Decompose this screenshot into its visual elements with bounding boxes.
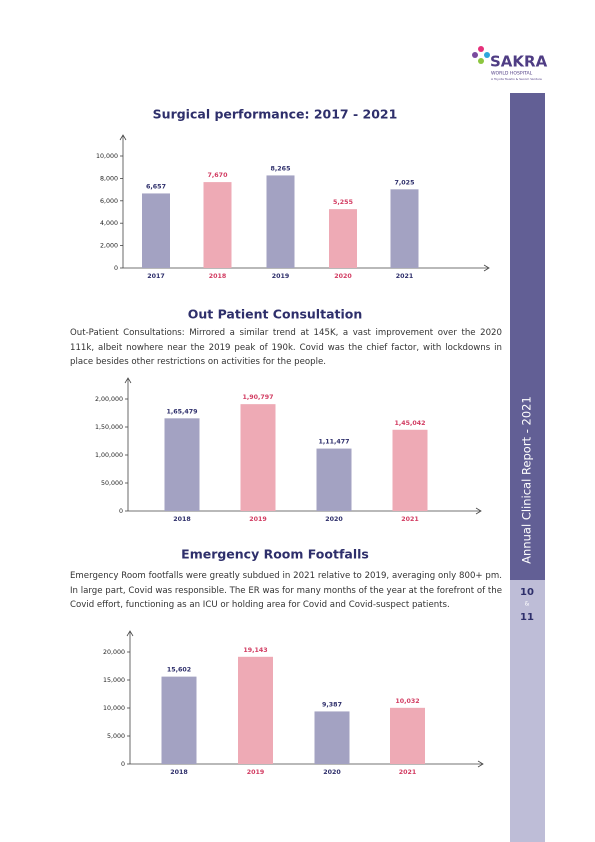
axis-arrow <box>126 630 134 637</box>
y-tick-label: 20,000 <box>103 649 125 656</box>
bar <box>316 448 352 511</box>
chart-title: Emergency Room Footfalls <box>181 547 369 562</box>
value-label: 6,657 <box>146 183 166 190</box>
y-tick-label: 4,000 <box>100 220 118 227</box>
bar <box>161 676 197 764</box>
y-tick-label: 15,000 <box>103 677 125 684</box>
page-amp: & <box>525 601 530 608</box>
x-tick-label: 2018 <box>170 769 188 776</box>
x-tick-label: 2019 <box>249 516 267 523</box>
bar <box>390 189 419 268</box>
x-tick-label: 2018 <box>173 516 191 523</box>
x-tick-label: 2020 <box>325 516 343 523</box>
y-tick-label: 0 <box>114 265 118 272</box>
logo-name: SAKRA <box>490 53 548 71</box>
bar <box>390 707 425 764</box>
x-tick-label: 2018 <box>209 273 227 280</box>
y-tick-label: 5,000 <box>107 733 125 740</box>
bar <box>314 711 350 764</box>
logo-dot <box>478 58 484 64</box>
x-tick-label: 2019 <box>272 273 290 280</box>
axis-arrow <box>477 760 484 768</box>
bar <box>238 656 273 764</box>
value-label: 1,45,042 <box>394 420 425 427</box>
y-tick-label: 10,000 <box>96 153 118 160</box>
sidebar-title: Annual Clinical Report - 2021 <box>520 396 534 564</box>
paragraph: Emergency Room footfalls were greatly su… <box>70 571 502 610</box>
chart-title: Out Patient Consultation <box>188 307 363 322</box>
x-tick-label: 2021 <box>401 516 419 523</box>
logo-subtitle: WORLD HOSPITAL <box>491 71 533 77</box>
x-tick-label: 2020 <box>334 273 352 280</box>
x-tick-label: 2021 <box>399 769 417 776</box>
y-tick-label: 8,000 <box>100 175 118 182</box>
bar <box>164 418 200 511</box>
bar <box>203 182 232 268</box>
y-tick-label: 0 <box>119 508 123 515</box>
logo-dot <box>484 52 490 58</box>
bar <box>329 209 357 268</box>
bar <box>266 175 295 268</box>
value-label: 8,265 <box>271 165 291 172</box>
value-label: 1,65,479 <box>166 408 197 415</box>
value-label: 19,143 <box>243 647 267 654</box>
bar <box>142 193 170 268</box>
logo: SAKRA WORLD HOSPITAL A Toyota Tsusho & S… <box>472 46 548 81</box>
page-number: 11 <box>520 612 534 623</box>
value-label: 10,032 <box>395 698 419 705</box>
value-label: 1,90,797 <box>242 394 273 401</box>
axis-arrow <box>475 507 482 515</box>
logo-dot <box>478 46 484 52</box>
chart-title: Surgical performance: 2017 - 2021 <box>153 107 398 122</box>
page-number: 10 <box>520 587 534 598</box>
value-label: 1,11,477 <box>318 439 349 446</box>
x-tick-label: 2019 <box>247 769 265 776</box>
sidebar-top <box>510 93 545 580</box>
y-tick-label: 1,50,000 <box>95 424 123 431</box>
value-label: 5,255 <box>333 199 353 206</box>
value-label: 15,602 <box>167 667 191 674</box>
y-tick-label: 0 <box>121 761 125 768</box>
axis-arrow <box>483 264 490 272</box>
logo-tagline: A Toyota Tsusho & Secom Venture <box>491 77 542 81</box>
y-tick-label: 1,00,000 <box>95 452 123 459</box>
axis-arrow <box>124 377 132 384</box>
x-tick-label: 2021 <box>396 273 414 280</box>
paragraph: Out-Patient Consultations: Mirrored a si… <box>70 328 502 367</box>
y-tick-label: 10,000 <box>103 705 125 712</box>
value-label: 7,025 <box>395 179 415 186</box>
y-tick-label: 6,000 <box>100 198 118 205</box>
value-label: 7,670 <box>208 172 229 179</box>
value-label: 9,387 <box>322 701 342 708</box>
x-tick-label: 2020 <box>323 769 341 776</box>
logo-dot <box>472 52 478 58</box>
axis-arrow <box>119 134 127 141</box>
sidebar-bottom <box>510 580 545 842</box>
y-tick-label: 2,000 <box>100 243 118 250</box>
bar <box>240 404 276 511</box>
y-tick-label: 50,000 <box>101 480 123 487</box>
x-tick-label: 2017 <box>147 273 165 280</box>
y-tick-label: 2,00,000 <box>95 396 123 403</box>
bar <box>392 429 428 511</box>
